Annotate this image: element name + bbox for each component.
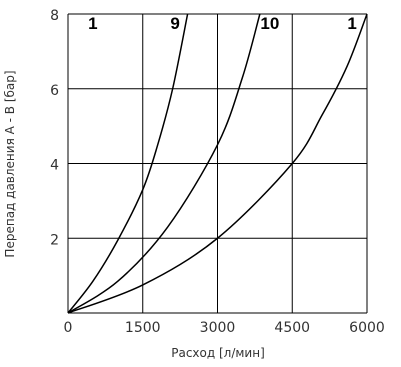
- tick-labels: 0 1500 3000 4500 6000 2 4 6 8: [50, 8, 385, 336]
- curves: [67, 13, 368, 314]
- curve-label-3: 10: [260, 14, 279, 33]
- x-tick-0: 0: [64, 320, 73, 336]
- x-tick-4500: 4500: [274, 320, 310, 336]
- y-tick-8: 8: [50, 8, 59, 24]
- grid: [67, 13, 368, 314]
- x-tick-1500: 1500: [125, 320, 161, 336]
- y-tick-2: 2: [50, 232, 59, 248]
- y-tick-4: 4: [50, 158, 59, 174]
- series-curve-1: [67, 13, 189, 314]
- curve-label-1: 1: [88, 14, 97, 33]
- y-tick-6: 6: [50, 83, 59, 99]
- x-tick-6000: 6000: [349, 320, 385, 336]
- y-axis-title: Перепад давления A - B [бар]: [3, 70, 17, 257]
- series-curve-2: [67, 13, 261, 314]
- x-tick-3000: 3000: [200, 320, 236, 336]
- curve-labels: 1 9 10 1: [88, 14, 357, 33]
- series-curve-3: [67, 13, 368, 314]
- curve-label-4: 1: [347, 14, 356, 33]
- x-axis-title: Расход [л/мин]: [171, 346, 265, 360]
- curve-label-2: 9: [170, 14, 179, 33]
